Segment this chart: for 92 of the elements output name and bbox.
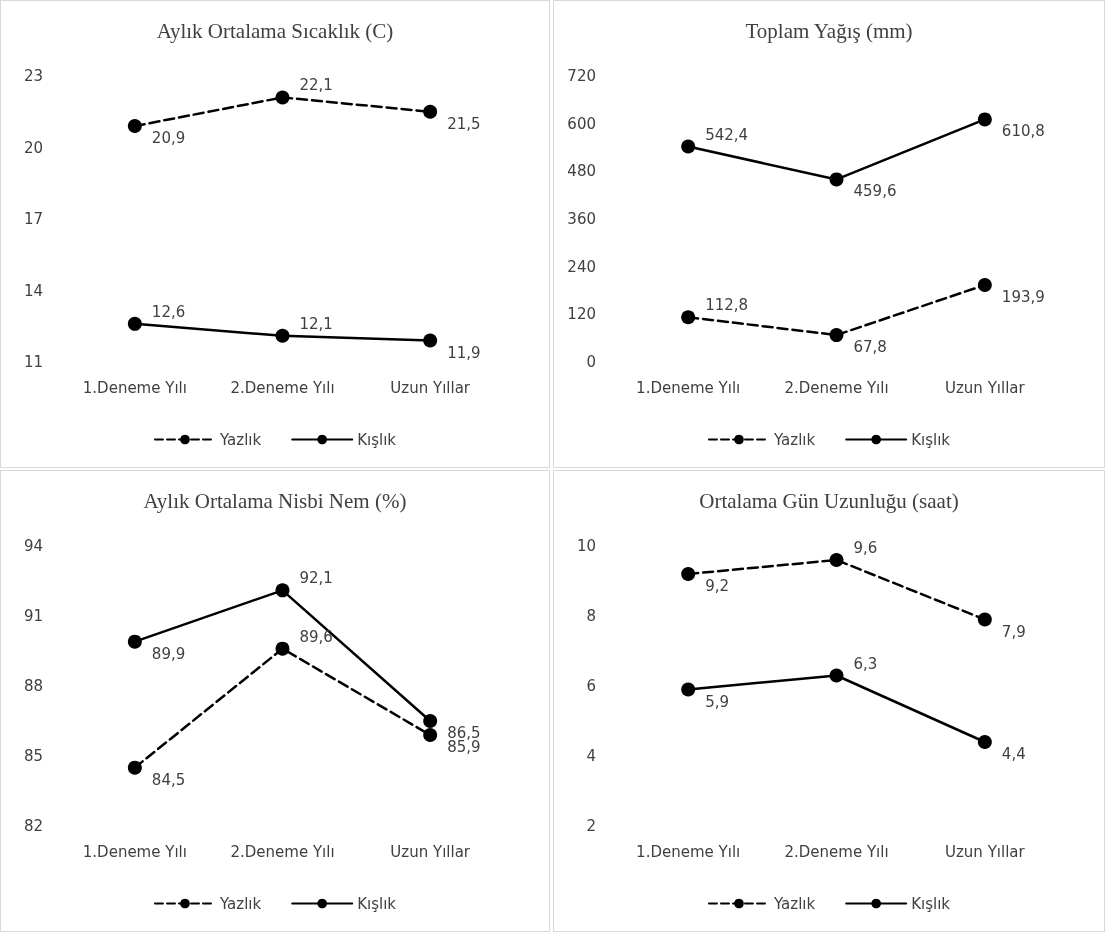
point — [275, 583, 290, 598]
y-tick-label: 85 — [23, 747, 43, 765]
point — [423, 728, 438, 742]
legend-label: Kışlık — [911, 894, 951, 913]
point — [829, 328, 844, 343]
legend-label: Yazlık — [218, 430, 262, 449]
y-tick-label: 6 — [586, 677, 596, 695]
point — [127, 760, 142, 775]
point — [977, 735, 992, 749]
y-tick-label: 120 — [567, 305, 596, 324]
data-label: 7,9 — [1001, 622, 1026, 641]
point — [423, 333, 438, 348]
x-tick-label: 2.Deneme Yılı — [230, 378, 335, 397]
data-label: 9,2 — [705, 577, 730, 595]
point — [127, 316, 142, 331]
y-tick-label: 14 — [23, 281, 43, 300]
chart-title: Ortalama Gün Uzunluğu (saat) — [699, 488, 959, 513]
legend-label: Yazlık — [218, 894, 262, 913]
y-tick-label: 480 — [567, 162, 596, 181]
legend-label: Yazlık — [772, 894, 816, 913]
y-tick-label: 20 — [23, 138, 43, 157]
point — [681, 310, 696, 325]
y-tick-label: 82 — [23, 817, 43, 835]
point — [681, 567, 696, 581]
point — [423, 104, 438, 119]
point — [127, 119, 142, 134]
data-label: 4,4 — [1001, 745, 1026, 763]
data-label: 542,4 — [705, 125, 749, 144]
data-label: 67,8 — [853, 338, 887, 357]
data-label: 20,9 — [151, 129, 186, 148]
legend-label: Kışlık — [911, 430, 951, 449]
x-tick-label: Uzun Yıllar — [945, 378, 1026, 397]
data-label: 89,6 — [299, 627, 333, 646]
point — [681, 682, 696, 697]
x-tick-label: 2.Deneme Yılı — [784, 842, 889, 861]
point — [275, 641, 290, 656]
data-label: 12,6 — [151, 302, 186, 321]
y-tick-label: 23 — [23, 67, 43, 85]
point — [275, 90, 290, 105]
data-label: 459,6 — [853, 182, 897, 201]
y-tick-label: 720 — [567, 67, 596, 85]
y-tick-label: 17 — [23, 210, 43, 228]
point — [977, 612, 992, 627]
y-tick-label: 11 — [23, 353, 43, 371]
x-tick-label: 2.Deneme Yılı — [784, 378, 889, 397]
y-tick-label: 360 — [567, 210, 596, 228]
x-tick-label: 1.Deneme Yılı — [636, 378, 741, 397]
x-tick-label: Uzun Yıllar — [390, 378, 471, 397]
y-tick-label: 2 — [586, 817, 596, 835]
chart-title: Aylık Ortalama Nisbi Nem (%) — [143, 488, 407, 513]
x-tick-label: Uzun Yıllar — [390, 842, 471, 861]
y-tick-label: 91 — [23, 607, 43, 625]
data-label: 6,3 — [853, 654, 878, 673]
y-tick-label: 0 — [586, 353, 596, 371]
legend-label: Kışlık — [357, 894, 397, 913]
data-label: 5,9 — [705, 692, 730, 711]
chart-title: Toplam Yağış (mm) — [745, 18, 913, 43]
data-label: 84,5 — [151, 770, 186, 789]
x-tick-label: 2.Deneme Yılı — [230, 842, 335, 861]
data-label: 12,1 — [299, 314, 333, 333]
data-label: 610,8 — [1001, 122, 1045, 141]
y-tick-label: 600 — [567, 114, 596, 133]
x-tick-label: 1.Deneme Yılı — [636, 842, 741, 861]
point — [977, 112, 992, 127]
data-label: 9,6 — [853, 539, 878, 557]
point — [977, 277, 992, 292]
point — [423, 714, 438, 728]
legend-label: Yazlık — [772, 430, 816, 449]
x-tick-label: Uzun Yıllar — [945, 842, 1026, 861]
point — [829, 172, 844, 187]
x-tick-label: 1.Deneme Yılı — [82, 842, 187, 861]
data-label: 21,5 — [447, 114, 481, 133]
x-tick-label: 1.Deneme Yılı — [82, 378, 187, 397]
data-label: 112,8 — [705, 296, 749, 315]
y-tick-label: 88 — [23, 677, 43, 695]
data-label: 22,1 — [299, 76, 333, 95]
y-tick-label: 10 — [576, 537, 596, 555]
point — [127, 634, 142, 649]
data-label: 92,1 — [299, 569, 333, 588]
data-label: 89,9 — [151, 644, 186, 663]
data-label: 11,9 — [447, 343, 481, 362]
data-label: 193,9 — [1001, 287, 1045, 306]
legend-label: Kışlık — [357, 430, 397, 449]
chart-title: Aylık Ortalama Sıcaklık (C) — [156, 18, 394, 43]
y-tick-label: 4 — [586, 747, 596, 765]
point — [829, 668, 844, 683]
point — [275, 328, 290, 343]
y-tick-label: 94 — [23, 537, 43, 555]
point — [829, 553, 844, 567]
point — [681, 139, 696, 154]
y-tick-label: 240 — [567, 257, 596, 276]
y-tick-label: 8 — [586, 607, 596, 625]
